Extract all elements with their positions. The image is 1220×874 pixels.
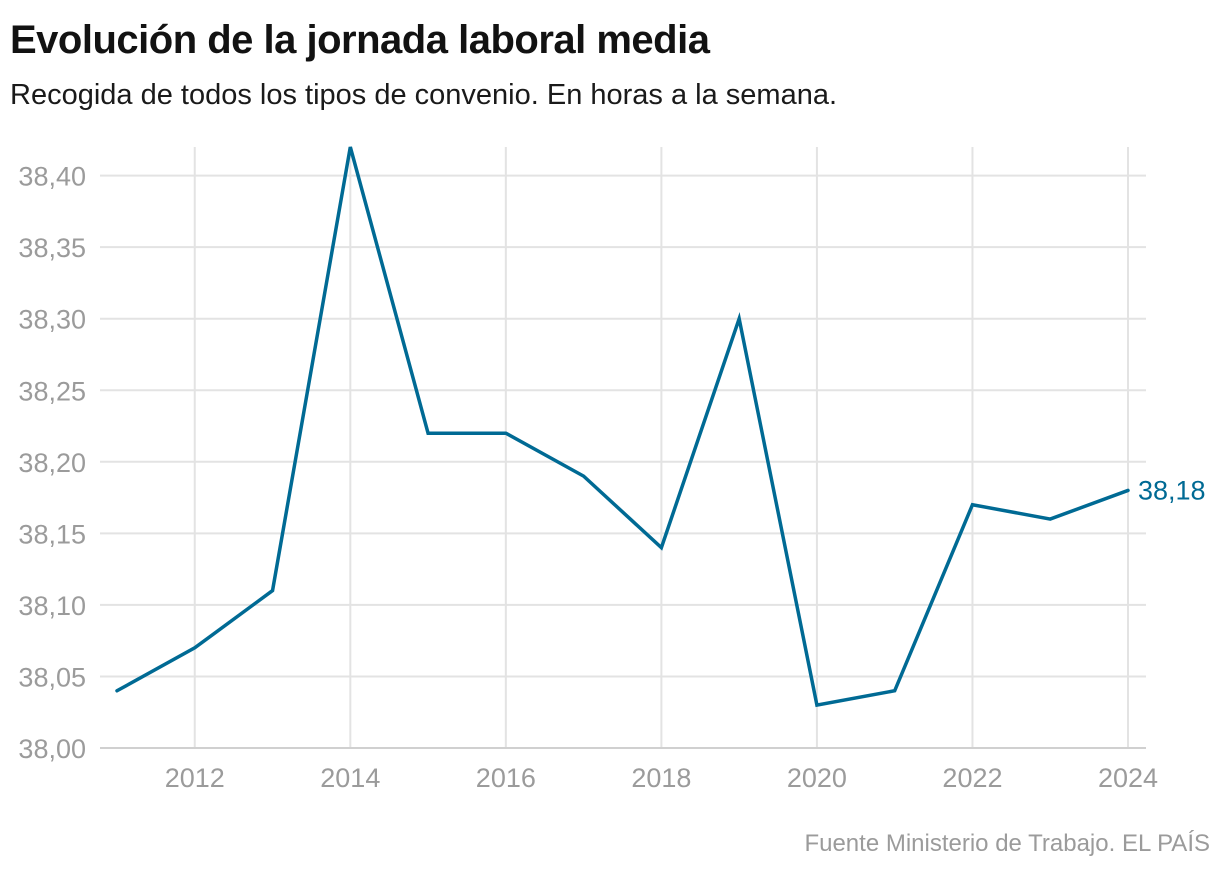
x-tick-label: 2022 bbox=[942, 763, 1002, 793]
x-tick-label: 2016 bbox=[476, 763, 536, 793]
source-note: Fuente Ministerio de Trabajo. EL PAÍS bbox=[804, 830, 1210, 857]
x-tick-label: 2024 bbox=[1098, 763, 1158, 793]
axes: 38,00 38,05 38,10 38,15 38,20 38,25 38,30 38,35… bbox=[18, 162, 1158, 793]
x-tick-label: 2020 bbox=[787, 763, 847, 793]
chart-subtitle: Recogida de todos los tipos de convenio.… bbox=[10, 79, 838, 111]
series-layer bbox=[115, 146, 1130, 708]
y-tick-label: 38,20 bbox=[18, 448, 86, 478]
y-tick-label: 38,10 bbox=[18, 591, 86, 621]
y-tick-label: 38,05 bbox=[18, 662, 86, 692]
x-tick-label: 2012 bbox=[165, 763, 225, 793]
y-tick-label: 38,00 bbox=[18, 734, 86, 764]
x-tick-label: 2018 bbox=[631, 763, 691, 793]
y-tick-label: 38,25 bbox=[18, 376, 86, 406]
annotation-layer: 38,18 bbox=[1138, 475, 1206, 505]
end-value-label: 38,18 bbox=[1138, 475, 1206, 505]
y-tick-label: 38,15 bbox=[18, 519, 86, 549]
x-tick-label: 2014 bbox=[320, 763, 380, 793]
y-tick-label: 38,30 bbox=[18, 305, 86, 335]
chart-title: Evolución de la jornada laboral media bbox=[10, 18, 710, 62]
grid bbox=[100, 147, 1146, 748]
y-tick-label: 38,35 bbox=[18, 233, 86, 263]
series-line bbox=[115, 146, 1130, 708]
y-tick-label: 38,40 bbox=[18, 162, 86, 192]
